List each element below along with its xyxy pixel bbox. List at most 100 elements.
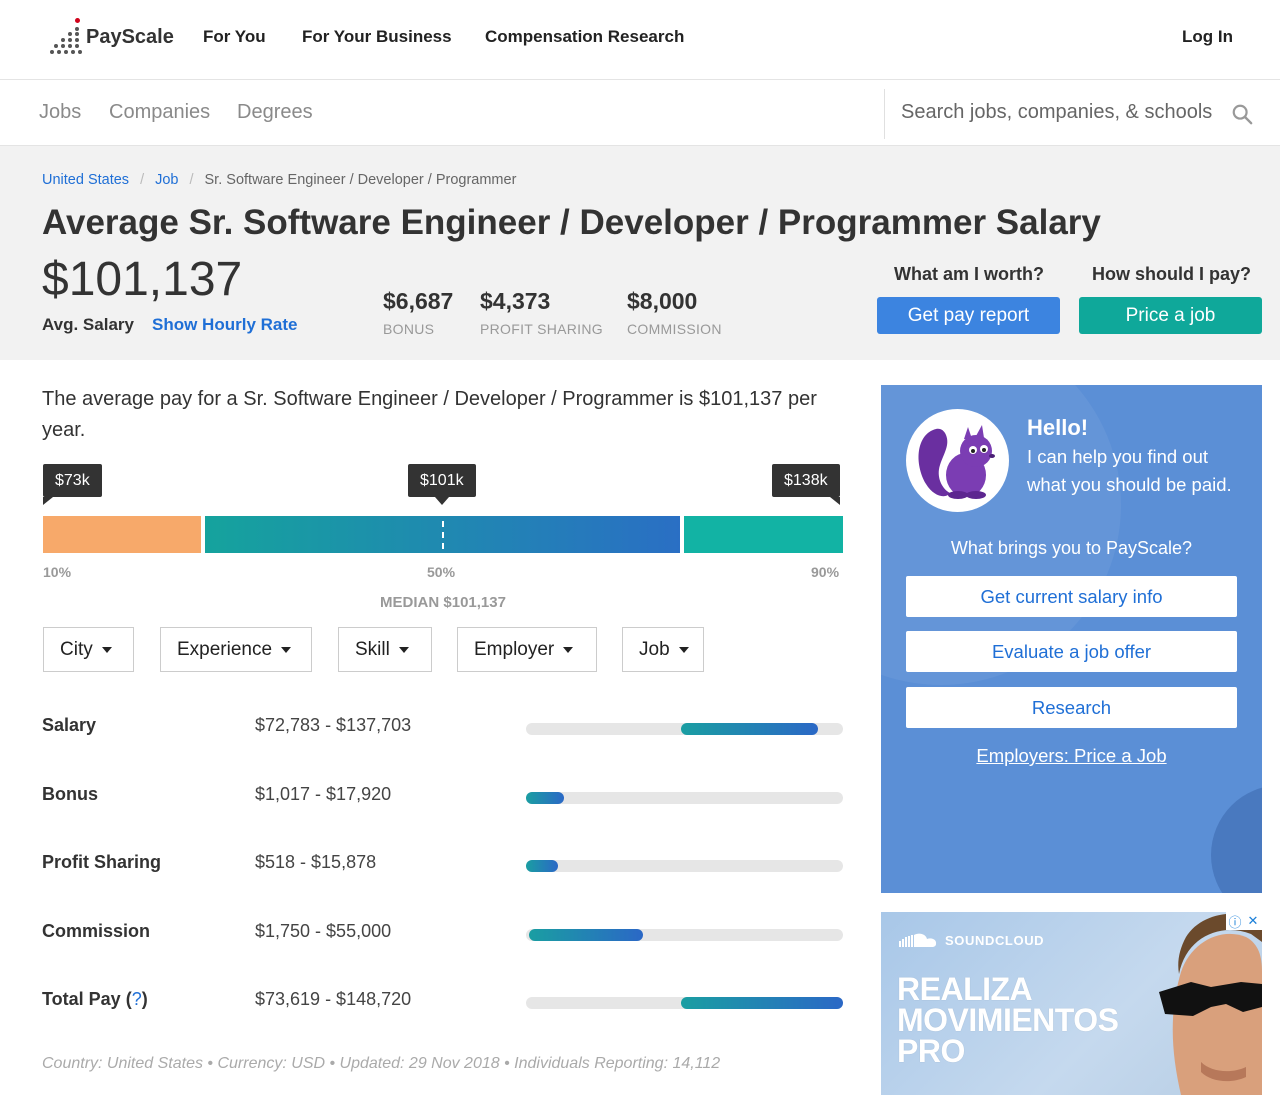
commission-stat: $8,000 COMMISSION — [627, 288, 722, 337]
distribution-high-segment — [684, 516, 843, 553]
squirrel-mascot-icon — [906, 409, 1009, 512]
filter-label: Skill — [355, 638, 390, 660]
page-title: Average Sr. Software Engineer / Develope… — [42, 203, 1101, 242]
tooltip-text: $73k — [55, 472, 90, 489]
subnav-jobs[interactable]: Jobs — [39, 101, 82, 123]
percentile-90-label: 90% — [811, 564, 840, 580]
range-label-total-pay: Total Pay (?) — [42, 989, 148, 1010]
filter-label: City — [60, 638, 93, 660]
profit-sharing-stat: $4,373 PROFIT SHARING — [480, 288, 603, 337]
assistant-prompt: What brings you to PayScale? — [950, 538, 1193, 558]
nav-compensation-research[interactable]: Compensation Research — [485, 27, 685, 46]
range-label-bonus: Bonus — [42, 784, 98, 804]
brand-name: PayScale — [86, 25, 174, 48]
stat-value: $4,373 — [480, 288, 551, 314]
assistant-greeting: Hello! — [1027, 415, 1089, 440]
assistant-message: I can help you find out what you should … — [1027, 446, 1232, 495]
tooltip-text: $138k — [784, 472, 828, 489]
top-navigation: PayScale For You For Your Business Compe… — [0, 0, 1280, 80]
breadcrumb-separator: / — [140, 172, 145, 188]
total-pay-help: (?) — [125, 989, 148, 1009]
tooltip-median: $101k — [408, 464, 476, 505]
stat-label: BONUS — [383, 321, 435, 337]
get-current-salary-info-button[interactable]: Get current salary info — [906, 576, 1237, 617]
average-salary-value: $101,137 — [42, 253, 243, 306]
filter-job-dropdown[interactable]: Job — [622, 627, 704, 672]
filter-skill-dropdown[interactable]: Skill — [338, 627, 432, 672]
range-value-profit-sharing: $518 - $15,878 — [255, 852, 377, 872]
range-label-profit-sharing: Profit Sharing — [42, 852, 162, 872]
ad-person-image — [1159, 913, 1262, 1095]
nav-for-you[interactable]: For You — [203, 27, 266, 46]
tooltip-10th-percentile: $73k — [43, 464, 102, 505]
ad-headline-line: REALIZA — [897, 971, 1033, 1007]
caret-down-icon — [678, 646, 689, 653]
breadcrumb-united-states[interactable]: United States — [42, 172, 130, 188]
soundcloud-logo-icon — [899, 933, 937, 947]
range-track-commission — [526, 929, 843, 941]
stat-label: COMMISSION — [627, 321, 722, 337]
distribution-low-segment — [43, 516, 201, 553]
range-track-total-pay — [526, 997, 843, 1009]
breadcrumb-job[interactable]: Job — [155, 172, 179, 188]
range-fill — [526, 860, 558, 872]
breadcrumb-separator: / — [189, 172, 194, 188]
subnav-degrees[interactable]: Degrees — [237, 101, 313, 123]
advertisement[interactable]: SOUNDCLOUD REALIZA MOVIMIENTOS PRO ⓘ ✕ — [881, 912, 1262, 1095]
research-button[interactable]: Research — [906, 687, 1237, 728]
range-track-salary — [526, 723, 843, 735]
ad-close-icon[interactable]: ✕ — [1244, 912, 1262, 930]
caret-down-icon — [398, 646, 409, 653]
range-fill — [529, 929, 644, 941]
nav-for-your-business[interactable]: For Your Business — [302, 27, 452, 46]
total-pay-text: Total Pay — [42, 989, 121, 1009]
caret-down-icon — [101, 646, 112, 653]
range-fill — [681, 997, 843, 1009]
breadcrumb: United States / Job / Sr. Software Engin… — [42, 172, 516, 188]
background-shape — [1211, 785, 1262, 893]
ad-controls: ⓘ ✕ — [1226, 912, 1262, 930]
salary-header: United States / Job / Sr. Software Engin… — [0, 146, 1280, 360]
subnav-companies[interactable]: Companies — [109, 101, 211, 123]
breadcrumb-current: Sr. Software Engineer / Developer / Prog… — [204, 172, 517, 188]
caret-down-icon — [563, 646, 574, 653]
filter-city-dropdown[interactable]: City — [43, 627, 134, 672]
search-icon[interactable] — [1231, 103, 1253, 125]
filter-employer-dropdown[interactable]: Employer — [457, 627, 597, 672]
ad-brand-name: SOUNDCLOUD — [945, 932, 1045, 948]
sub-navigation: Jobs Companies Degrees — [0, 81, 1280, 146]
employers-price-a-job-link[interactable]: Employers: Price a Job — [976, 745, 1167, 766]
range-value-total-pay: $73,619 - $148,720 — [255, 989, 412, 1009]
range-track-profit-sharing — [526, 860, 843, 872]
range-track-bonus — [526, 792, 843, 804]
tooltip-text: $101k — [420, 472, 464, 489]
caret-down-icon — [281, 646, 292, 653]
median-label: MEDIAN $101,137 — [380, 594, 506, 611]
bonus-stat: $6,687 BONUS — [383, 288, 453, 337]
total-pay-help-link[interactable]: ? — [131, 989, 142, 1009]
average-salary-label: Avg. Salary — [42, 315, 134, 334]
salary-assistant-card: Hello! I can help you find out what you … — [881, 385, 1262, 893]
filter-experience-dropdown[interactable]: Experience — [160, 627, 312, 672]
range-value-bonus: $1,017 - $17,920 — [255, 784, 392, 804]
get-pay-report-button[interactable]: Get pay report — [877, 297, 1060, 334]
data-footnote: Country: United States • Currency: USD •… — [42, 1055, 721, 1072]
payscale-logo[interactable]: PayScale — [48, 18, 174, 58]
search-input[interactable] — [901, 101, 1231, 124]
show-hourly-rate-link[interactable]: Show Hourly Rate — [152, 315, 298, 334]
logo-dots-icon — [48, 18, 82, 58]
search-box — [884, 89, 1280, 139]
percentile-10-label: 10% — [43, 564, 72, 580]
ad-info-icon[interactable]: ⓘ — [1226, 912, 1244, 930]
what-am-i-worth-heading: What am I worth? — [894, 264, 1044, 284]
range-label-salary: Salary — [42, 715, 97, 735]
how-should-i-pay-heading: How should I pay? — [1092, 264, 1252, 284]
price-a-job-button[interactable]: Price a job — [1079, 297, 1262, 334]
salary-summary: The average pay for a Sr. Software Engin… — [42, 388, 817, 441]
ad-headline-line: PRO — [897, 1033, 965, 1069]
login-link[interactable]: Log In — [1182, 27, 1233, 46]
stat-value: $6,687 — [383, 288, 454, 314]
evaluate-job-offer-button[interactable]: Evaluate a job offer — [906, 631, 1237, 672]
median-marker — [442, 521, 444, 549]
tooltip-90th-percentile: $138k — [772, 464, 840, 505]
